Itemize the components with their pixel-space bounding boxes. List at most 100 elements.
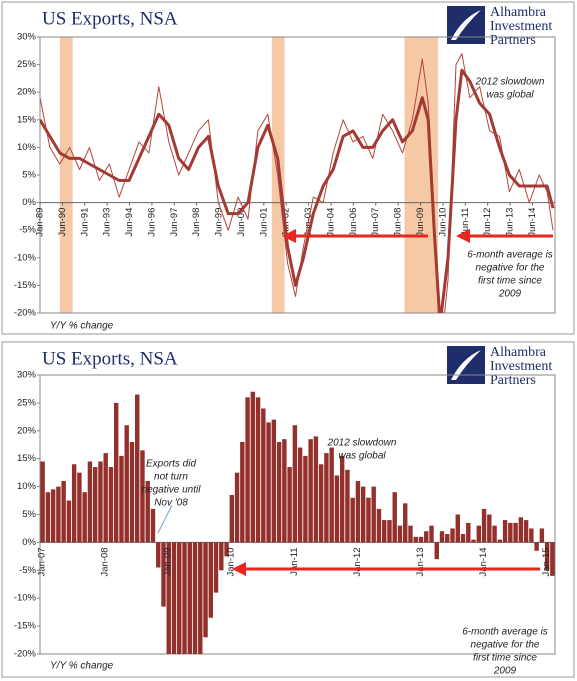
y-tick-label: -15% (14, 280, 37, 291)
bar (313, 436, 319, 543)
annotation: was global (486, 90, 534, 101)
annotation: first time since (478, 276, 542, 287)
x-tick-label: Jun-12 (482, 208, 493, 237)
y-tick-label: -10% (14, 593, 37, 604)
x-tick-label: Jun-07 (370, 208, 381, 237)
x-tick-label: Jun-11 (460, 208, 471, 236)
bar (334, 475, 340, 543)
bar (103, 453, 108, 543)
bar (481, 508, 487, 543)
bar (198, 542, 203, 654)
y-tick-label: -5% (19, 565, 36, 576)
y-tick-label: 0% (22, 197, 36, 208)
x-tick-label: Jan-09 (163, 547, 174, 576)
logo-text: Investment (490, 359, 552, 374)
y-axis-label: Y/Y % change (50, 661, 114, 672)
x-tick-label: Jan-11 (289, 547, 300, 575)
x-tick-label: Jun-13 (505, 208, 516, 237)
bar (497, 539, 503, 543)
bar (329, 447, 334, 543)
bar (145, 481, 150, 543)
x-tick-label: Jun-00 (236, 208, 247, 237)
bar (513, 522, 518, 543)
annotation: 2009 (493, 666, 517, 677)
x-tick-label: Jun-93 (102, 208, 113, 237)
x-tick-label: Jun-04 (325, 208, 336, 237)
bar (156, 542, 161, 568)
y-tick-label: 0% (22, 537, 36, 548)
bar (187, 542, 192, 654)
annotation: 6-month average is (467, 250, 553, 261)
bar (424, 531, 429, 543)
bar (544, 542, 550, 571)
bar (50, 489, 56, 543)
y-tick-label: -10% (14, 252, 37, 263)
bar (161, 542, 166, 607)
y-axis-label: Y/Y % change (50, 321, 114, 332)
bar (171, 542, 177, 654)
bar (308, 439, 313, 543)
pointer (157, 504, 173, 534)
bar (213, 542, 219, 593)
annotation: was global (338, 451, 386, 462)
bar (71, 464, 77, 543)
recession-band (59, 37, 73, 313)
x-tick-label: Jan-13 (415, 547, 426, 576)
bar (266, 422, 271, 543)
bar (192, 542, 198, 654)
bar (445, 534, 450, 543)
logo-text: Partners (490, 33, 536, 48)
y-tick-label: 20% (17, 425, 37, 436)
bar (455, 514, 460, 543)
x-tick-label: Jun-98 (191, 208, 202, 237)
y-tick-label: 15% (17, 114, 37, 125)
bar (487, 514, 492, 543)
x-tick-label: Jan-10 (226, 547, 237, 576)
x-tick-label: Jun-06 (348, 208, 359, 237)
annotation: not turn (154, 472, 188, 483)
bar (261, 408, 266, 543)
recession-band (404, 37, 439, 313)
bar (376, 508, 382, 543)
bar (219, 542, 224, 571)
annotation: Nov '08 (154, 498, 188, 509)
bar (355, 481, 361, 543)
annotation: 2012 slowdown (475, 77, 545, 88)
bar (418, 536, 424, 543)
bar (382, 520, 387, 543)
x-tick-label: Jan-14 (478, 547, 489, 576)
bar (87, 461, 93, 543)
annotation: Exports did (146, 459, 196, 470)
bar (387, 520, 392, 543)
bar (450, 528, 455, 543)
annotation: negative for the (471, 640, 540, 651)
bar (150, 508, 156, 543)
x-tick-label: Jun-08 (393, 208, 404, 237)
bar (82, 492, 87, 543)
bar (229, 494, 235, 543)
x-tick-label: Jun-90 (57, 208, 68, 237)
bar (224, 542, 229, 557)
bar (182, 542, 187, 654)
annotation: negative until (142, 485, 202, 496)
bar (234, 472, 240, 543)
x-tick-label: Jun-01 (258, 208, 269, 237)
bar (534, 542, 539, 551)
bar (129, 441, 135, 543)
bar (318, 464, 324, 543)
y-tick-label: 10% (17, 481, 37, 492)
bar (303, 455, 308, 543)
bar (297, 447, 303, 543)
x-tick-label: Jun-96 (146, 208, 157, 237)
arrows (232, 229, 553, 576)
x-tick-label: Jan-89 (35, 208, 46, 237)
panel-frame (1, 1, 575, 335)
y-tick-label: 15% (17, 453, 37, 464)
bar (492, 525, 497, 543)
logo-text: Alhambra (490, 5, 547, 20)
bar (166, 542, 171, 654)
bar (518, 517, 524, 543)
bar (66, 500, 72, 543)
annotation: first time since (473, 653, 537, 664)
series-line (40, 53, 554, 313)
